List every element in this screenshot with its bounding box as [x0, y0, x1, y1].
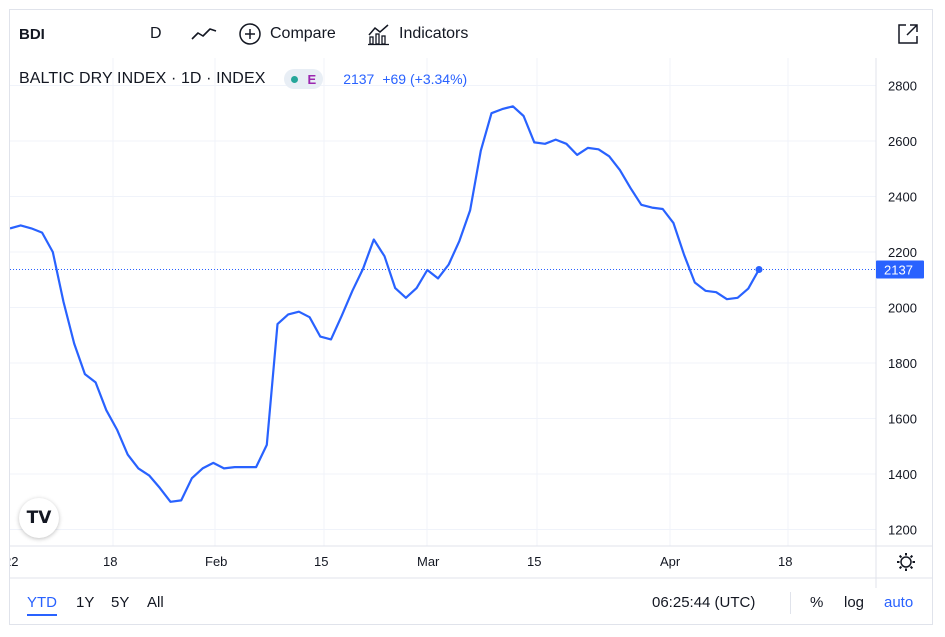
bottom-toolbar: YTD 1Y 5Y All 06:25:44 (UTC) % log auto [10, 588, 932, 618]
x-tick-label: 15 [527, 554, 541, 569]
x-tick-label: Mar [417, 554, 440, 569]
time-display[interactable]: 06:25:44 (UTC) [652, 594, 756, 611]
status-dot-icon [290, 75, 298, 83]
top-toolbar: BDI D Compare Indicators [10, 10, 932, 58]
compare-button[interactable]: Compare [238, 22, 336, 46]
range-1y-button[interactable]: 1Y [76, 594, 95, 611]
interval-button[interactable]: D [150, 22, 162, 46]
x-tick-label: 22 [10, 554, 18, 569]
plus-circle-icon [239, 23, 261, 45]
y-tick-label: 2600 [888, 134, 917, 149]
y-tick-label: 1400 [888, 467, 917, 482]
y-tick-label: 2000 [888, 301, 917, 316]
chart-legend: BALTIC DRY INDEX · 1D · INDEX E 2137 +69… [19, 68, 467, 90]
interval-label: D [150, 25, 162, 42]
chart-type-button[interactable] [190, 22, 218, 46]
x-tick-label: 15 [314, 554, 328, 569]
y-tick-label: 1800 [888, 356, 917, 371]
x-tick-label: Feb [205, 554, 227, 569]
y-tick-label: 1600 [888, 412, 917, 427]
x-tick-label: Apr [660, 554, 681, 569]
compare-label: Compare [270, 25, 336, 42]
tradingview-logo[interactable]: TV [19, 498, 59, 538]
range-all-button[interactable]: All [147, 594, 164, 611]
grid-lines [10, 58, 876, 546]
indicators-button[interactable]: Indicators [367, 22, 468, 46]
line-chart-icon [191, 28, 217, 40]
y-tick-label: 2400 [888, 190, 917, 205]
settings-gear-icon[interactable] [897, 553, 915, 571]
chart-widget: BDI D Compare Indicators [9, 9, 933, 625]
market-status-badge[interactable]: E [283, 69, 324, 89]
last-price-label: 2137 [884, 262, 913, 277]
fullscreen-button[interactable] [896, 22, 920, 46]
status-badge-label: E [307, 71, 317, 87]
legend-change: +69 (+3.34%) [382, 71, 468, 87]
legend-price: 2137 [343, 71, 375, 87]
y-tick-label: 1200 [888, 523, 917, 538]
legend-title: BALTIC DRY INDEX · 1D · INDEX [19, 70, 266, 87]
last-price-dot [755, 265, 763, 273]
symbol-button[interactable]: BDI [19, 22, 45, 46]
range-ytd-button[interactable]: YTD [27, 594, 57, 616]
y-tick-label: 2800 [888, 79, 917, 94]
indicators-label: Indicators [399, 25, 469, 42]
price-series-line [10, 105, 760, 503]
indicators-icon [368, 24, 389, 46]
y-tick-label: 2200 [888, 245, 917, 260]
external-expand-icon [898, 24, 918, 44]
x-tick-label: 18 [778, 554, 792, 569]
symbol-label: BDI [19, 25, 45, 43]
range-5y-button[interactable]: 5Y [111, 594, 130, 611]
last-price-label-bg [876, 260, 924, 279]
log-toggle[interactable]: log [844, 594, 865, 611]
auto-scale-toggle[interactable]: auto [884, 594, 914, 611]
x-tick-label: 18 [103, 554, 117, 569]
price-chart[interactable]: 1200 1400 1600 1800 2000 2200 2400 2600 2800 22 18… [10, 10, 932, 588]
bottom-divider [790, 592, 791, 614]
percent-toggle[interactable]: % [810, 594, 824, 611]
